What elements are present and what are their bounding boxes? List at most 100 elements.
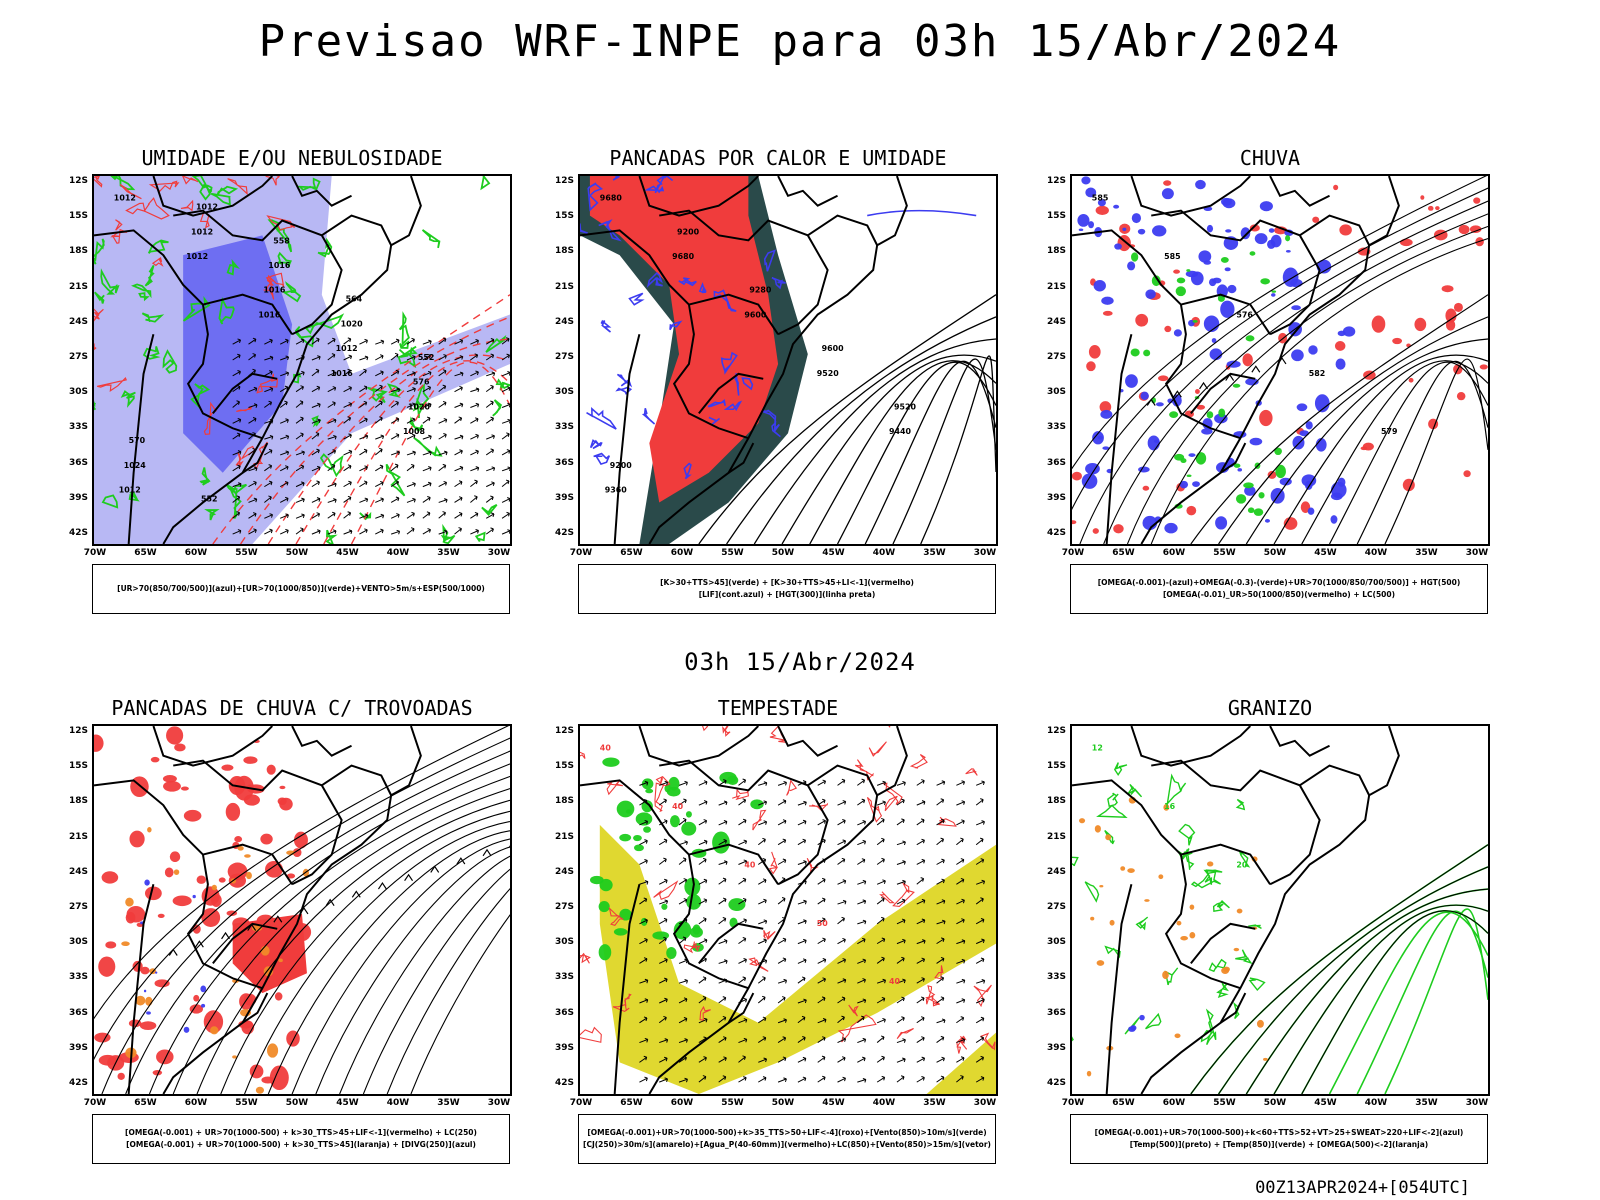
- latitude-label: 12S: [68, 176, 88, 186]
- contour-label: 9520: [894, 402, 917, 411]
- contour-label: 552: [418, 353, 435, 362]
- contour-label: 576: [413, 378, 430, 387]
- contour-label: 9200: [677, 227, 700, 236]
- contour-label: 9680: [600, 194, 623, 203]
- latitude-label: 27S: [554, 352, 574, 362]
- hgt500-lines: [1190, 294, 1488, 544]
- latitude-label: 42S: [1046, 1078, 1066, 1088]
- longitude-label: 35W: [923, 548, 946, 558]
- contour-label: 1016: [258, 310, 281, 319]
- contour-label: 585: [1092, 194, 1109, 203]
- latitude-label: 39S: [1046, 1042, 1066, 1053]
- latitude-label: 12S: [1046, 176, 1066, 186]
- low-humidity-contours: [94, 176, 510, 544]
- legend-line: [OMEGA(-0.001)-(azul)+OMEGA(-0.3)-(verde…: [1097, 578, 1461, 587]
- latitude-label: 18S: [68, 246, 88, 257]
- longitude-label: 45W: [336, 548, 359, 558]
- longitude-label: 50W: [285, 1098, 309, 1108]
- contour-label: 40: [672, 802, 684, 811]
- longitude-label: 50W: [1263, 1098, 1287, 1108]
- map-frame: 1012 1012 1016 1016 1008 1012 1012 1016 1012 1020…: [92, 174, 512, 546]
- latitude-label: 42S: [554, 528, 574, 538]
- latitude-label: 42S: [68, 528, 88, 538]
- longitude-label: 55W: [1213, 548, 1236, 558]
- hgt300-lines: [698, 294, 996, 544]
- panel-legend: [OMEGA(-0.001)+UR>70(1000-500)+k>35_TTS>…: [578, 1114, 996, 1164]
- map-frame: 585 585 576 582 579: [1070, 174, 1490, 546]
- longitude-label: 70W: [1061, 548, 1085, 558]
- longitude-label: 30W: [1465, 1098, 1489, 1108]
- longitude-label: 55W: [235, 548, 258, 558]
- latitude-label: 30S: [554, 387, 574, 398]
- map-canvas: 9680 9680 9600 9520 9440 9360 9200 9280 9600 9520…: [580, 176, 996, 544]
- longitude-label: 40W: [1364, 1098, 1388, 1108]
- latitude-label: 27S: [1046, 902, 1066, 912]
- panel-title: GRANIZO: [1227, 696, 1313, 720]
- longitude-label: 40W: [872, 548, 896, 558]
- latitude-label: 36S: [1046, 1007, 1066, 1018]
- longitude-label: 70W: [569, 1098, 593, 1108]
- latitude-label: 12S: [554, 726, 574, 736]
- longitude-label: 30W: [973, 548, 997, 558]
- pressure-labels: 1012 1012 1016 1016 1008 1012 1012 1016 1012 1020…: [114, 194, 435, 504]
- latitude-label: 33S: [1046, 972, 1066, 983]
- latitude-label: 30S: [68, 387, 88, 398]
- legend-line: [OMEGA(-0.001)+UR>70(1000-500)+k>35_TTS>…: [587, 1128, 987, 1137]
- longitude-label: 35W: [437, 548, 460, 558]
- contour-label: 1012: [191, 227, 213, 236]
- contour-label: 50: [817, 919, 829, 928]
- lifted-index-contours: [867, 209, 977, 217]
- latitude-label: 36S: [554, 457, 574, 468]
- contour-label: 1020: [341, 319, 364, 328]
- contour-label: 1016: [331, 369, 354, 378]
- map-frame: 9680 9680 9600 9520 9440 9360 9200 9280 9600 9520…: [578, 174, 998, 546]
- panel-legend: [K>30+TTS>45](verde) + [K>30+TTS>45+LI<-…: [578, 564, 996, 614]
- panel-legend: [OMEGA(-0.001)+UR>70(1000-500)+k<60+TTS>…: [1070, 1114, 1488, 1164]
- latitude-label: 18S: [68, 796, 88, 807]
- contour-label: 9200: [610, 461, 633, 470]
- contour-label: 1012: [119, 486, 141, 495]
- latitude-label: 36S: [68, 457, 88, 468]
- wind-vectors: [232, 337, 510, 535]
- latitude-label: 21S: [1046, 281, 1066, 292]
- streamlines-250: [94, 726, 510, 1094]
- latitude-label: 30S: [1046, 387, 1066, 398]
- contour-label: 585: [1164, 252, 1181, 261]
- latitude-label: 24S: [1046, 866, 1066, 877]
- temp850-contours: [1072, 762, 1266, 1045]
- longitude-label: 65W: [620, 548, 643, 558]
- contour-label: 9680: [672, 252, 695, 261]
- longitude-label: 35W: [1415, 548, 1438, 558]
- legend-line: [LIF](cont.azul) + [HGT(300)](linha pret…: [698, 590, 876, 599]
- temp500-contours: [1190, 844, 1488, 1094]
- longitude-label: 40W: [872, 1098, 896, 1108]
- longitude-label: 35W: [437, 1098, 460, 1108]
- contour-label: 20: [1236, 860, 1248, 869]
- contour-label: 40: [744, 860, 756, 869]
- latitude-label: 12S: [1046, 726, 1066, 736]
- latitude-label: 30S: [68, 937, 88, 948]
- longitude-label: 55W: [1213, 1098, 1236, 1108]
- latitude-label: 36S: [1046, 457, 1066, 468]
- longitude-label: 70W: [83, 548, 107, 558]
- contour-label: 564: [346, 295, 363, 304]
- contour-label: 9520: [817, 369, 840, 378]
- contour-label: 1012: [196, 203, 218, 212]
- longitude-label: 65W: [134, 548, 157, 558]
- streamlines-500: [1072, 176, 1488, 544]
- latitude-label: 15S: [1046, 211, 1066, 222]
- latitude-label: 33S: [68, 972, 88, 983]
- country-state-borders: [94, 176, 422, 544]
- country-state-borders: [1072, 176, 1400, 544]
- contour-label: 576: [1236, 310, 1253, 319]
- map-canvas: 40 40 40 50 40: [580, 726, 996, 1094]
- latitude-label: 18S: [1046, 796, 1066, 807]
- latitude-label: 18S: [554, 796, 574, 807]
- contour-label: 1012: [114, 194, 136, 203]
- latitude-label: 15S: [554, 211, 574, 222]
- longitude-label: 40W: [386, 548, 410, 558]
- forecast-panel-2: PANCADAS POR CALOR E UMIDADE 12S 15S 18S 21…: [538, 146, 1018, 636]
- map-canvas: [94, 726, 510, 1094]
- forecast-panel-6: GRANIZO 12S 15S 18S 21S 24S 27S 30S 33S 36S 39S 42…: [1030, 696, 1510, 1186]
- legend-line: [OMEGA(-0.001) + UR>70(1000-500) + k>30_…: [125, 1128, 477, 1137]
